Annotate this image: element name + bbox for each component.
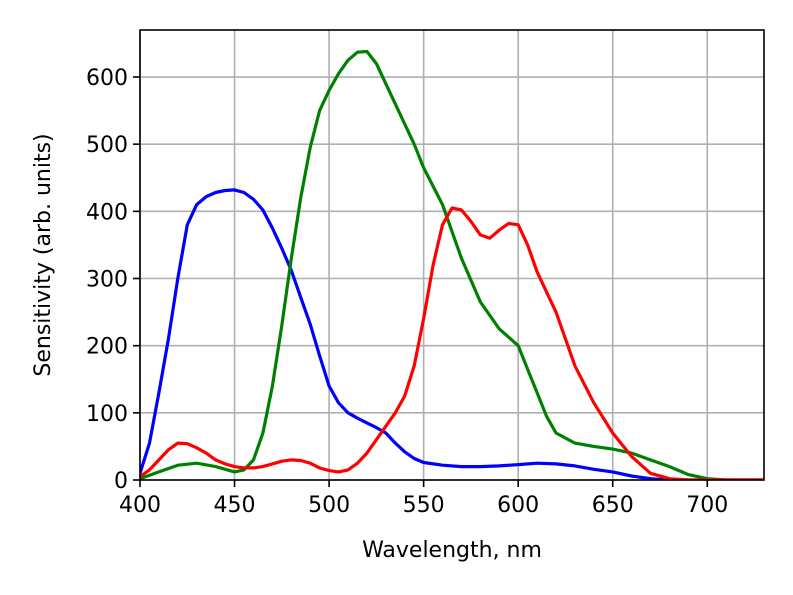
- series-line-3: [140, 206, 764, 480]
- grid: [139, 30, 764, 481]
- y-axis-title: Sensitivity (arb. units): [31, 133, 56, 376]
- y-tick-label: 600: [86, 66, 128, 91]
- x-tick-label: 650: [592, 493, 634, 518]
- series-line-2: [140, 49, 764, 480]
- y-axis-ticks: 0 100 200 300 400 500 600: [86, 66, 140, 494]
- y-tick-label: 200: [86, 335, 128, 360]
- y-tick-label: 500: [86, 133, 128, 158]
- series-lines: [140, 49, 764, 480]
- plot-frame: [139, 29, 765, 481]
- x-tick-label: 500: [308, 493, 350, 518]
- series-line-1: [140, 188, 764, 480]
- x-tick-label: 450: [214, 493, 256, 518]
- x-tick-label: 700: [686, 493, 728, 518]
- y-tick-label: 400: [86, 200, 128, 225]
- x-tick-label: 600: [497, 493, 539, 518]
- y-tick-label: 300: [86, 268, 128, 293]
- x-tick-label: 400: [119, 493, 161, 518]
- y-tick-label: 100: [86, 402, 128, 427]
- x-axis-ticks: 400 450 500 550 600 650 700: [119, 480, 728, 518]
- x-tick-label: 550: [403, 493, 445, 518]
- x-axis-title: Wavelength, nm: [362, 538, 542, 563]
- y-tick-label: 0: [114, 469, 128, 494]
